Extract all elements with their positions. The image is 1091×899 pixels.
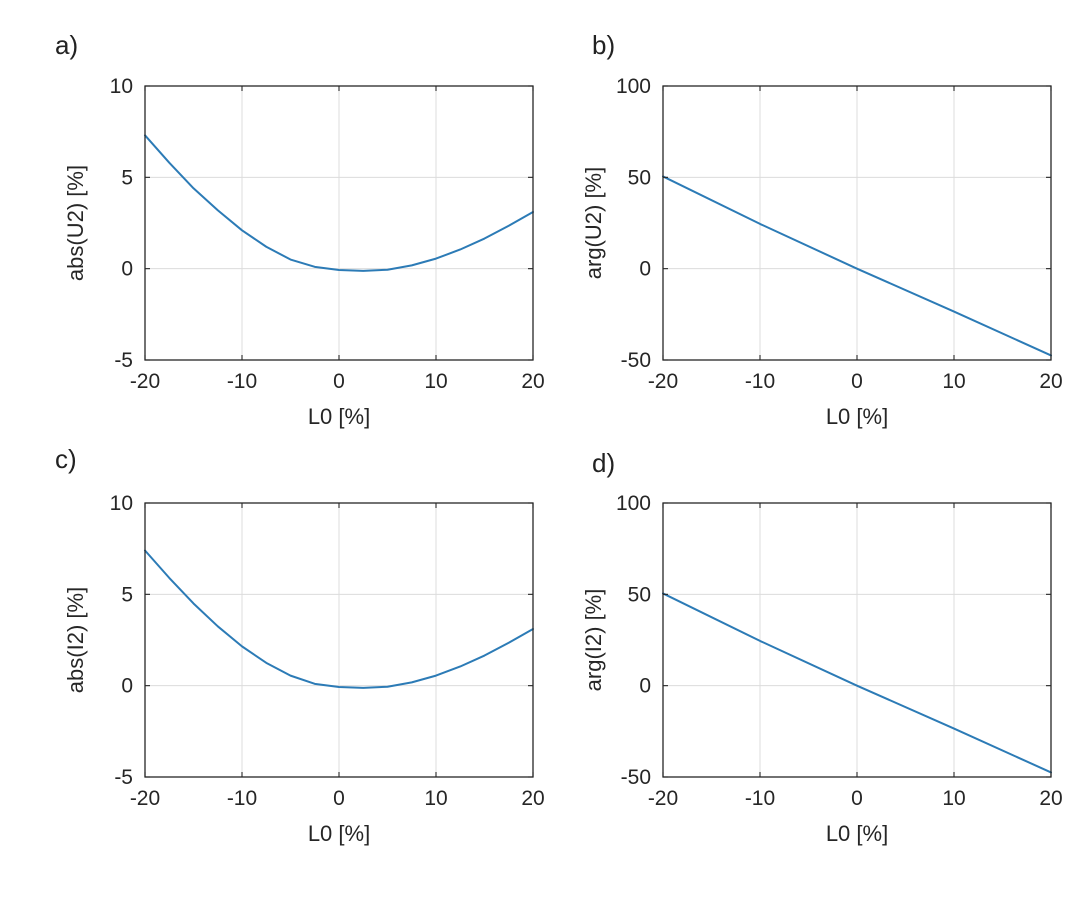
- panel-0-y-tick-label-2: 5: [121, 166, 133, 189]
- panel-2-y-tick-label-0: -5: [114, 766, 133, 789]
- panel-0-y-tick-label-1: 0: [121, 258, 133, 281]
- panel-0-x-tick-label-4: 20: [521, 370, 544, 393]
- panel-3-x-tick-label-3: 10: [942, 787, 965, 810]
- panel-2-y-tick-label-3: 10: [110, 492, 133, 515]
- panel-0-x-tick-label-1: -10: [227, 370, 257, 393]
- panel-1-x-tick-label-4: 20: [1039, 370, 1062, 393]
- panel-2-x-tick-label-4: 20: [521, 787, 544, 810]
- panel-3-y-axis-label: arg(I2) [%]: [581, 589, 606, 692]
- panel-1-x-tick-label-0: -20: [648, 370, 678, 393]
- panel-3-x-tick-label-2: 0: [851, 787, 863, 810]
- panel-2-x-tick-label-2: 0: [333, 787, 345, 810]
- panel-2-letter: c): [55, 444, 77, 474]
- panel-3-y-tick-label-0: -50: [621, 766, 651, 789]
- panel-1-y-axis-label: arg(U2) [%]: [581, 167, 606, 279]
- panel-3-x-tick-label-0: -20: [648, 787, 678, 810]
- panel-1-letter: b): [592, 30, 615, 60]
- panel-0-x-tick-label-0: -20: [130, 370, 160, 393]
- panel-0-series-line: [144, 134, 534, 272]
- panel-3-y-tick-label-2: 50: [628, 583, 651, 606]
- panel-2-series-line: [144, 549, 534, 689]
- panel-3-letter: d): [592, 448, 615, 478]
- panel-2-y-axis-label: abs(I2) [%]: [63, 587, 88, 693]
- panel-1-x-tick-label-3: 10: [942, 370, 965, 393]
- panel-1-y-tick-label-2: 50: [628, 166, 651, 189]
- panel-2-y-tick-label-1: 0: [121, 675, 133, 698]
- panel-2-x-tick-label-1: -10: [227, 787, 257, 810]
- panel-3-x-axis-label: L0 [%]: [826, 821, 888, 846]
- panel-0-x-tick-label-3: 10: [424, 370, 447, 393]
- panel-3-x-tick-label-1: -10: [745, 787, 775, 810]
- panel-3-y-tick-label-1: 0: [639, 675, 651, 698]
- panel-1-series-line: [662, 175, 1052, 357]
- panel-1-x-tick-label-2: 0: [851, 370, 863, 393]
- panel-2-x-tick-label-3: 10: [424, 787, 447, 810]
- panel-0-y-axis-label: abs(U2) [%]: [63, 165, 88, 281]
- panel-1-x-tick-label-1: -10: [745, 370, 775, 393]
- panel-1-y-tick-label-0: -50: [621, 349, 651, 372]
- panel-1-y-tick-label-1: 0: [639, 258, 651, 281]
- panel-3-y-tick-label-3: 100: [616, 492, 651, 515]
- panel-3-series-line: [662, 592, 1052, 774]
- panel-3-x-tick-label-4: 20: [1039, 787, 1062, 810]
- panel-1-x-axis-label: L0 [%]: [826, 404, 888, 429]
- panel-0-y-tick-label-3: 10: [110, 75, 133, 98]
- panel-0-letter: a): [55, 30, 78, 60]
- panel-0-x-axis-label: L0 [%]: [308, 404, 370, 429]
- panel-0-y-tick-label-0: -5: [114, 349, 133, 372]
- panel-2-x-axis-label: L0 [%]: [308, 821, 370, 846]
- panel-1-y-tick-label-3: 100: [616, 75, 651, 98]
- panel-0-x-tick-label-2: 0: [333, 370, 345, 393]
- panel-2-x-tick-label-0: -20: [130, 787, 160, 810]
- panel-2-y-tick-label-2: 5: [121, 583, 133, 606]
